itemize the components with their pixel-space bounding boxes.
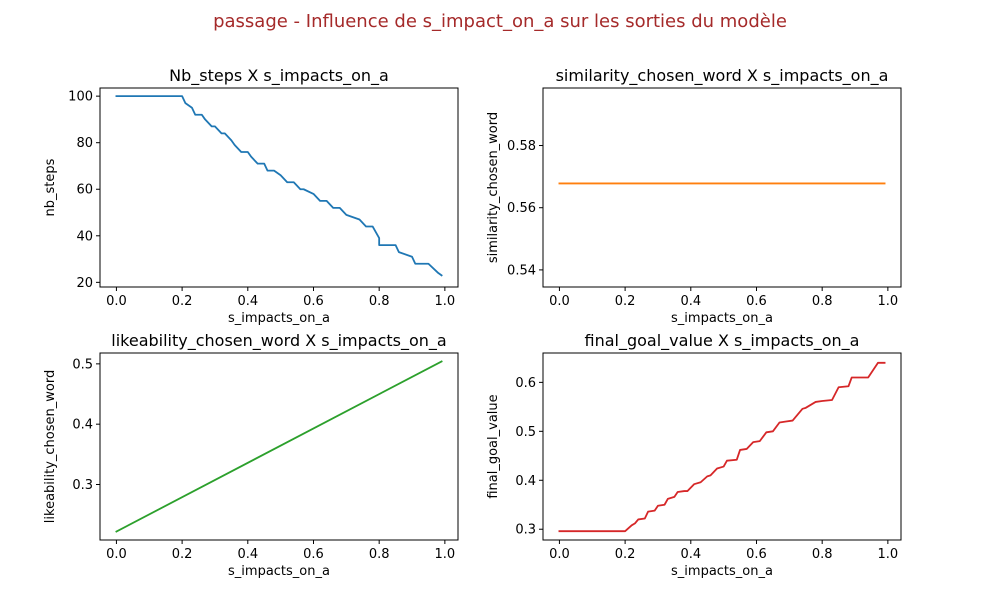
x-tick-label: 0.4 <box>237 547 258 562</box>
y-tick-label: 60 <box>76 183 93 198</box>
y-axis-label: similarity_chosen_word <box>486 112 501 263</box>
plot-frame <box>542 352 902 541</box>
y-tick-label: 80 <box>76 136 93 151</box>
y-tick-label: 0.4 <box>72 418 93 433</box>
x-axis-label: s_impacts_on_a <box>671 311 773 326</box>
x-tick-label: 0.2 <box>172 547 193 562</box>
y-tick-label: 0.56 <box>507 201 536 216</box>
x-tick-label: 1.0 <box>435 547 456 562</box>
x-tick-label: 0.4 <box>680 294 701 309</box>
y-axis-label: likeability_chosen_word <box>43 370 58 523</box>
y-tick-label: 0.3 <box>515 523 536 538</box>
x-tick-label: 0.8 <box>369 547 390 562</box>
chart-panel-1: Nb_steps X s_impacts_on_a 0.0 0.2 0.4 0.6 0.8… <box>43 66 459 326</box>
chart-title: final_goal_value X s_impacts_on_a <box>585 331 860 351</box>
x-tick-label: 0.8 <box>369 294 390 309</box>
x-tick-label: 0.6 <box>303 294 324 309</box>
y-tick-label: 40 <box>76 229 93 244</box>
x-tick-label: 0.0 <box>549 294 570 309</box>
x-tick-label: 0.2 <box>615 294 636 309</box>
x-tick-label: 0.0 <box>106 547 127 562</box>
chart-title: similarity_chosen_word X s_impacts_on_a <box>556 66 889 86</box>
plot-frame <box>99 87 459 288</box>
y-tick-label: 0.58 <box>507 139 536 154</box>
plot-frame <box>99 352 459 541</box>
chart-panel-4: final_goal_value X s_impacts_on_a 0.0 0.2 0… <box>486 331 902 579</box>
x-tick-label: 0.4 <box>680 547 701 562</box>
x-axis-label: s_impacts_on_a <box>228 564 330 579</box>
x-tick-label: 0.6 <box>746 547 767 562</box>
x-tick-label: 0.8 <box>812 547 833 562</box>
y-tick-label: 0.5 <box>515 425 536 440</box>
x-axis-label: s_impacts_on_a <box>228 311 330 326</box>
y-tick-label: 0.3 <box>72 478 93 493</box>
x-tick-label: 0.6 <box>746 294 767 309</box>
x-tick-label: 1.0 <box>435 294 456 309</box>
y-tick-label: 0.54 <box>507 263 536 278</box>
y-tick-label: 0.6 <box>515 376 536 391</box>
data-series-line <box>115 360 443 533</box>
chart-panel-3: likeability_chosen_word X s_impacts_on_a… <box>43 331 459 579</box>
x-tick-label: 0.2 <box>172 294 193 309</box>
y-tick-label: 100 <box>68 90 93 105</box>
chart-title: likeability_chosen_word X s_impacts_on_a <box>111 331 446 351</box>
x-tick-label: 1.0 <box>878 294 899 309</box>
figure-suptitle: passage - Influence de s_impact_on_a sur… <box>213 11 787 32</box>
y-axis-label: nb_steps <box>43 158 58 216</box>
subplot-grid: Nb_steps X s_impacts_on_a 0.0 0.2 0.4 0.6 0.8… <box>43 66 902 579</box>
plot-frame <box>542 87 902 288</box>
x-tick-label: 0.0 <box>549 547 570 562</box>
data-series-line <box>115 95 443 277</box>
y-axis-label: final_goal_value <box>486 394 501 498</box>
y-tick-label: 0.5 <box>72 357 93 372</box>
y-tick-label: 0.4 <box>515 474 536 489</box>
x-tick-label: 0.8 <box>812 294 833 309</box>
y-tick-label: 20 <box>76 276 93 291</box>
chart-panel-2: similarity_chosen_word X s_impacts_on_a 0… <box>486 66 902 326</box>
data-series-line <box>558 361 886 533</box>
x-tick-label: 0.2 <box>615 547 636 562</box>
chart-title: Nb_steps X s_impacts_on_a <box>169 66 389 86</box>
x-tick-label: 0.4 <box>237 294 258 309</box>
x-tick-label: 0.6 <box>303 547 324 562</box>
x-axis-label: s_impacts_on_a <box>671 564 773 579</box>
x-tick-label: 1.0 <box>878 547 899 562</box>
x-tick-label: 0.0 <box>106 294 127 309</box>
